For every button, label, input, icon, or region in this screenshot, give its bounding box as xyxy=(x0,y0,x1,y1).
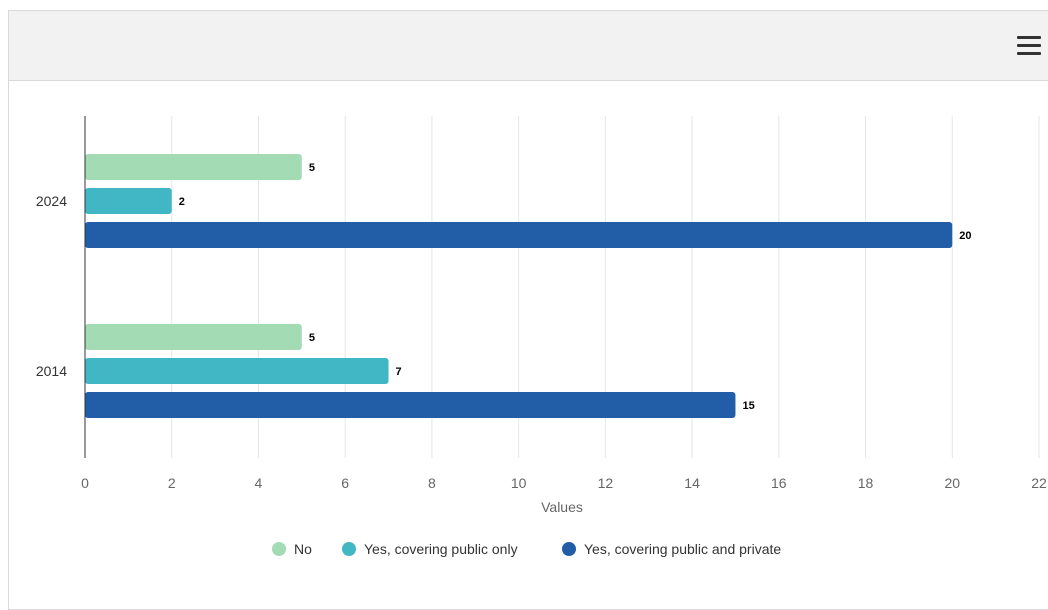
x-tick-label-11: 22 xyxy=(1031,475,1047,491)
chart-header xyxy=(9,11,1048,81)
legend-marker-0[interactable] xyxy=(272,542,286,556)
data-label-2014-1: 7 xyxy=(396,366,402,378)
x-tick-label-5: 10 xyxy=(511,475,527,491)
x-tick-label-1: 2 xyxy=(168,475,176,491)
x-tick-label-0: 0 xyxy=(81,475,89,491)
bar-2014-1[interactable] xyxy=(85,358,389,384)
menu-line-middle xyxy=(1017,44,1041,47)
x-tick-label-7: 14 xyxy=(684,475,700,491)
bar-2024-0[interactable] xyxy=(85,154,302,180)
data-label-2024-0: 5 xyxy=(309,162,315,174)
legend-marker-2[interactable] xyxy=(562,542,576,556)
y-tick-label-2024: 2024 xyxy=(36,193,67,209)
x-tick-label-9: 18 xyxy=(858,475,874,491)
bar-2024-2[interactable] xyxy=(85,222,953,248)
menu-line-top xyxy=(1017,36,1041,39)
x-tick-label-8: 16 xyxy=(771,475,787,491)
legend-marker-1[interactable] xyxy=(342,542,356,556)
x-axis-title: Values xyxy=(541,499,583,515)
data-label-2024-2: 20 xyxy=(959,230,971,242)
menu-line-bottom xyxy=(1017,52,1041,55)
chart-card xyxy=(8,10,1048,610)
legend-label-0[interactable]: No xyxy=(294,541,312,557)
bar-2014-0[interactable] xyxy=(85,324,302,350)
hamburger-menu-icon[interactable] xyxy=(1017,35,1043,57)
data-label-2014-0: 5 xyxy=(309,332,315,344)
x-tick-label-6: 12 xyxy=(598,475,614,491)
x-tick-label-10: 20 xyxy=(944,475,960,491)
bar-2024-1[interactable] xyxy=(85,188,172,214)
y-tick-label-2014: 2014 xyxy=(36,363,67,379)
bar-2014-2[interactable] xyxy=(85,392,736,418)
x-tick-label-3: 6 xyxy=(341,475,349,491)
x-tick-label-2: 4 xyxy=(255,475,263,491)
data-label-2024-1: 2 xyxy=(179,196,185,208)
data-label-2014-2: 15 xyxy=(742,400,754,412)
x-tick-label-4: 8 xyxy=(428,475,436,491)
legend-label-2[interactable]: Yes, covering public and private xyxy=(584,541,781,557)
legend-label-1[interactable]: Yes, covering public only xyxy=(364,541,518,557)
